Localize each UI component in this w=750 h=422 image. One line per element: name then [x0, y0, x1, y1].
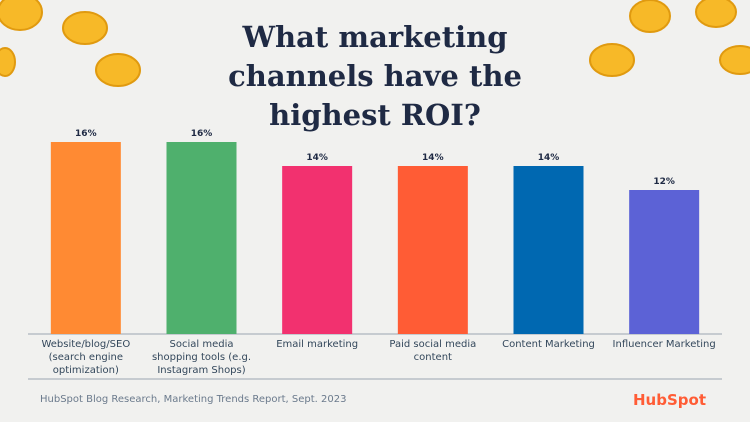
value-label: 14% — [537, 153, 560, 163]
x-tick-label: Paid social media content — [389, 339, 477, 363]
x-tick-label: Social media shopping tools (e.g. Instag… — [151, 339, 252, 376]
value-label: 16% — [75, 129, 97, 139]
x-tick-label: Email marketing — [276, 339, 359, 350]
decoration — [0, 0, 750, 87]
x-tick-label: Website/blog/SEO (search engine optimiza… — [41, 339, 131, 376]
bar — [397, 166, 468, 334]
x-tick-label: Influencer Marketing — [612, 339, 716, 350]
value-label: 14% — [306, 153, 328, 163]
bar — [166, 142, 237, 334]
value-label: 16% — [190, 129, 213, 139]
bar — [50, 142, 121, 334]
bar — [629, 190, 700, 334]
source: HubSpot Blog Research, Marketing Trends … — [40, 394, 347, 405]
value-label: 12% — [653, 177, 675, 187]
x-tick-label: Content Marketing — [502, 339, 595, 350]
chart-title: What marketing channels have the highest… — [228, 20, 522, 132]
logo: HubSpot — [633, 391, 706, 409]
bar — [282, 166, 353, 334]
value-label: 14% — [422, 153, 444, 163]
bar — [513, 166, 584, 334]
